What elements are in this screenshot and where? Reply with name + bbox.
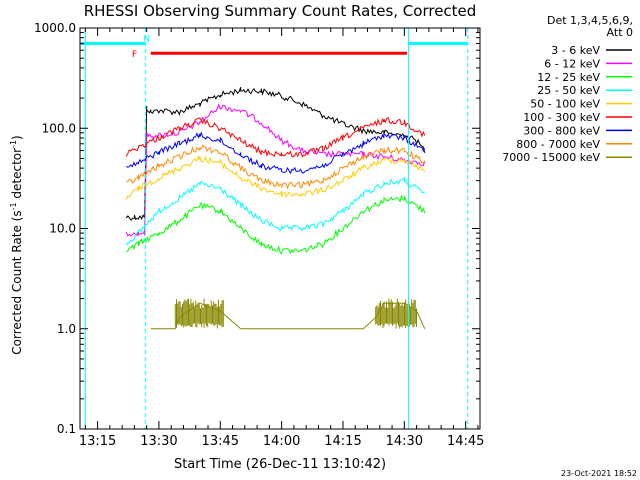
- flag-label-0: N: [143, 35, 150, 45]
- series-0: [125, 87, 426, 221]
- y-axis-label-end: ): [10, 135, 24, 140]
- legend-header-1: Att 0: [607, 26, 633, 39]
- series-line-2: [126, 194, 426, 255]
- series-line-1: [125, 103, 426, 237]
- footer-date: 23-Oct-2021 18:52: [561, 469, 637, 478]
- legend-label-8: 7000 - 15000 keV: [502, 151, 600, 164]
- series-line-7: [126, 144, 426, 190]
- flag-label-1: F: [132, 50, 137, 60]
- legend-label-3: 25 - 50 keV: [537, 84, 600, 97]
- axis-ticks: 0.1 1.0 10.0 100.0 1000.0 13:15 13:30 13:45 14:0…: [34, 21, 484, 449]
- legend-label-6: 300 - 800 keV: [523, 124, 600, 137]
- x-tick-label: 14:00: [263, 434, 300, 449]
- chart-title: RHESSI Observing Summary Count Rates, Co…: [84, 2, 477, 20]
- x-tick-label: 14:15: [324, 434, 361, 449]
- x-tick-label: 13:45: [202, 434, 239, 449]
- series-8: [150, 298, 426, 330]
- y-tick-label: 10.0: [49, 222, 76, 236]
- y-tick-label: 100.0: [42, 121, 76, 135]
- x-axis-label: Start Time (26-Dec-11 13:10:42): [174, 457, 386, 472]
- plot-content: NF: [80, 28, 469, 429]
- y-axis-label-sup1: -1: [9, 202, 18, 210]
- series-line-5: [125, 117, 426, 158]
- x-tick-label: 13:30: [140, 434, 177, 449]
- x-tick-label: 14:30: [386, 434, 423, 449]
- legend-label-2: 12 - 25 keV: [537, 71, 600, 84]
- series-line-4: [125, 154, 426, 200]
- x-tick-label: 14:45: [447, 434, 484, 449]
- series-4: [125, 154, 426, 200]
- y-axis-label-mid: detector: [10, 148, 24, 203]
- series-6: [125, 131, 426, 175]
- series-line-3: [125, 176, 425, 246]
- series-5: [125, 117, 426, 158]
- legend-label-4: 50 - 100 keV: [530, 98, 600, 111]
- y-axis-label-main: Corrected Count Rate (s: [10, 210, 24, 354]
- series-2: [126, 194, 426, 255]
- legend-label-0: 3 - 6 keV: [551, 44, 600, 57]
- x-tick-label: 13:15: [79, 434, 116, 449]
- series-3: [125, 176, 425, 246]
- legend-label-7: 800 - 7000 keV: [516, 138, 600, 151]
- series-spikes-8: [174, 298, 417, 329]
- series-1: [125, 103, 426, 237]
- series-7: [126, 144, 426, 190]
- legend-label-5: 100 - 300 keV: [523, 111, 600, 124]
- series-line-6: [125, 131, 426, 175]
- y-tick-label: 0.1: [57, 422, 76, 436]
- legend-header-0: Det 1,3,4,5,6,9,: [547, 14, 633, 27]
- y-axis-label: Corrected Count Rate (s-1 detector-1): [9, 135, 24, 354]
- series-line-0: [125, 87, 426, 221]
- y-tick-label: 1000.0: [34, 21, 76, 35]
- legend-label-1: 6 - 12 keV: [544, 57, 600, 70]
- svg-text:Corrected Count Rate (s-1 dete: Corrected Count Rate (s-1 detector-1): [9, 135, 24, 354]
- y-axis-label-sup2: -1: [9, 140, 18, 148]
- y-tick-label: 1.0: [57, 322, 76, 336]
